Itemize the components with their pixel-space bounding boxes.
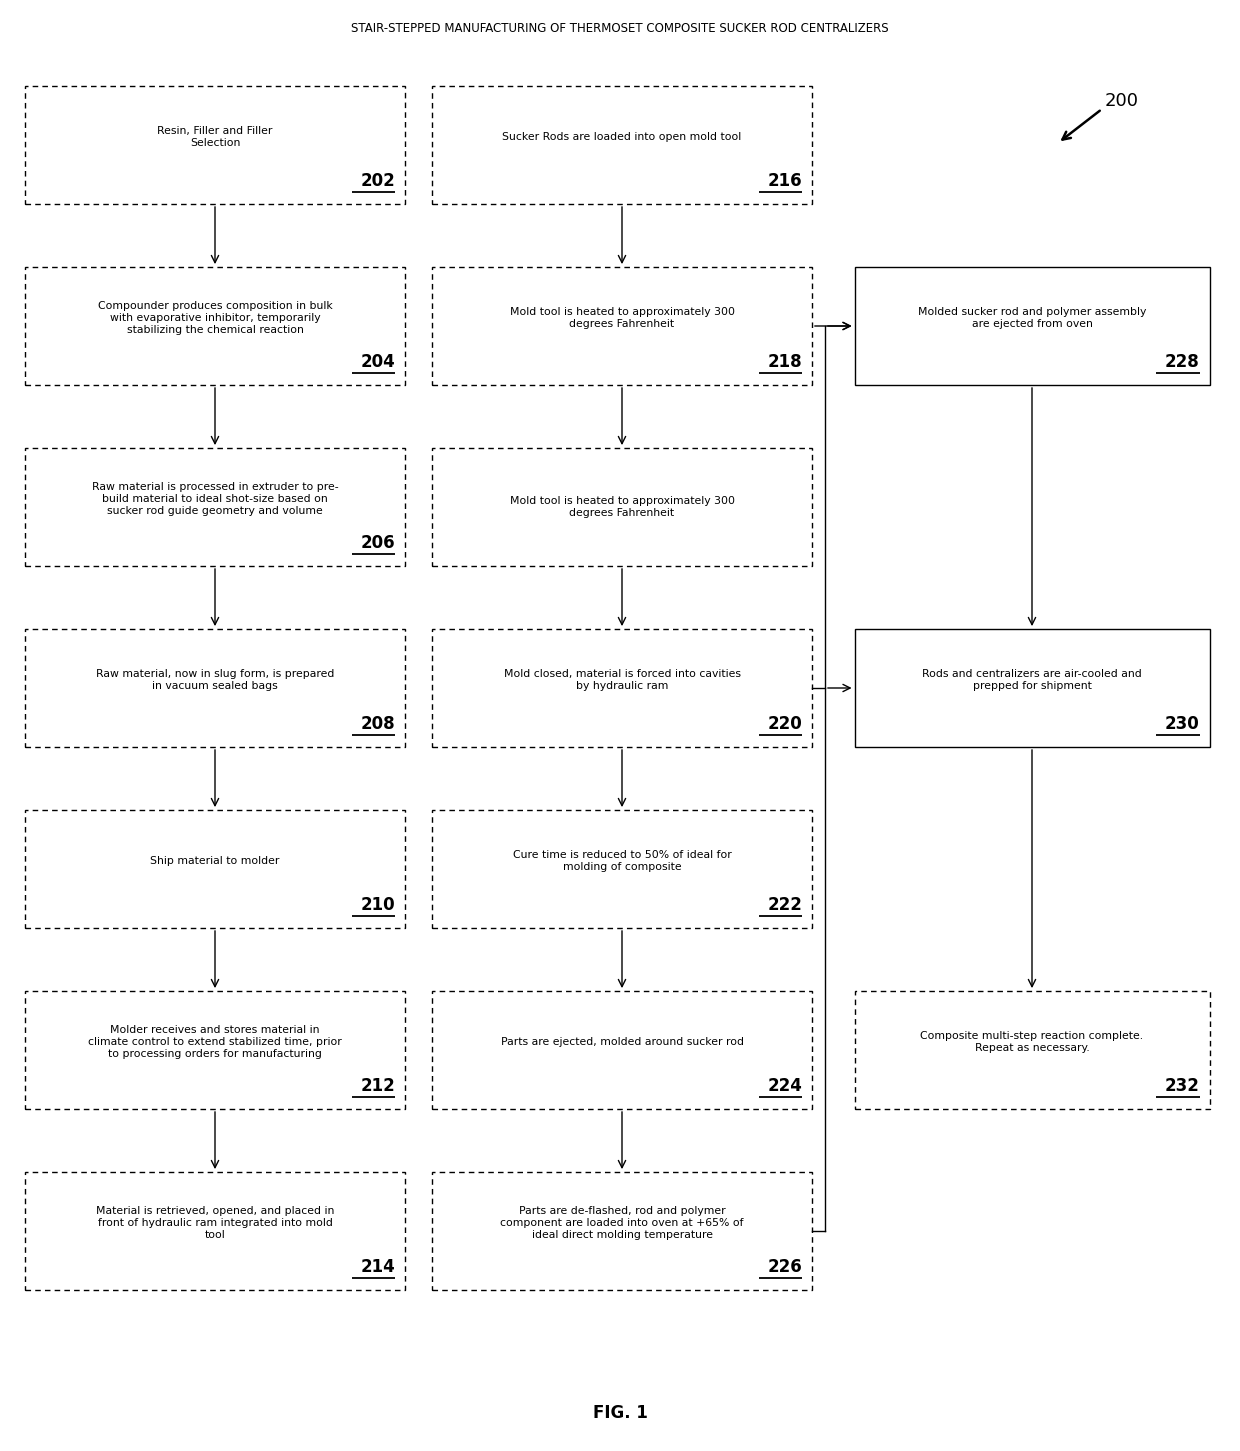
Text: Compounder produces composition in bulk
with evaporative inhibitor, temporarily
: Compounder produces composition in bulk …: [98, 302, 332, 335]
Text: Material is retrieved, opened, and placed in
front of hydraulic ram integrated i: Material is retrieved, opened, and place…: [95, 1206, 335, 1239]
Text: 214: 214: [361, 1258, 396, 1275]
Text: Composite multi-step reaction complete.
Repeat as necessary.: Composite multi-step reaction complete. …: [920, 1032, 1143, 1053]
Text: STAIR-STEPPED MANUFACTURING OF THERMOSET COMPOSITE SUCKER ROD CENTRALIZERS: STAIR-STEPPED MANUFACTURING OF THERMOSET…: [351, 23, 889, 35]
Text: Parts are de-flashed, rod and polymer
component are loaded into oven at +65% of
: Parts are de-flashed, rod and polymer co…: [500, 1206, 744, 1239]
Text: Molder receives and stores material in
climate control to extend stabilized time: Molder receives and stores material in c…: [88, 1026, 342, 1059]
Bar: [25, 810, 405, 929]
Text: 212: 212: [361, 1077, 396, 1096]
Text: 218: 218: [768, 353, 802, 371]
Text: Resin, Filler and Filler
Selection: Resin, Filler and Filler Selection: [157, 126, 273, 148]
Bar: [432, 448, 812, 566]
Bar: [432, 86, 812, 205]
Text: Mold tool is heated to approximately 300
degrees Fahrenheit: Mold tool is heated to approximately 300…: [510, 496, 734, 518]
Text: 222: 222: [768, 897, 802, 914]
Text: 232: 232: [1164, 1077, 1199, 1096]
Text: Cure time is reduced to 50% of ideal for
molding of composite: Cure time is reduced to 50% of ideal for…: [512, 850, 732, 872]
Text: Molded sucker rod and polymer assembly
are ejected from oven: Molded sucker rod and polymer assembly a…: [918, 308, 1146, 329]
Text: Raw material is processed in extruder to pre-
build material to ideal shot-size : Raw material is processed in extruder to…: [92, 482, 339, 515]
Text: 226: 226: [768, 1258, 802, 1275]
Bar: [432, 810, 812, 929]
Text: Parts are ejected, molded around sucker rod: Parts are ejected, molded around sucker …: [501, 1037, 744, 1048]
Text: 208: 208: [361, 715, 396, 733]
Bar: [25, 86, 405, 205]
Text: 206: 206: [361, 534, 396, 551]
Bar: [432, 628, 812, 747]
Text: 216: 216: [768, 173, 802, 190]
Text: 228: 228: [1164, 353, 1199, 371]
Text: 224: 224: [768, 1077, 802, 1096]
Text: FIG. 1: FIG. 1: [593, 1405, 647, 1422]
Bar: [432, 991, 812, 1109]
Bar: [432, 267, 812, 385]
Bar: [25, 991, 405, 1109]
Bar: [25, 1172, 405, 1290]
Text: 210: 210: [361, 897, 396, 914]
Text: Raw material, now in slug form, is prepared
in vacuum sealed bags: Raw material, now in slug form, is prepa…: [95, 669, 335, 691]
Text: 202: 202: [361, 173, 396, 190]
Text: 220: 220: [768, 715, 802, 733]
Text: Mold closed, material is forced into cavities
by hydraulic ram: Mold closed, material is forced into cav…: [503, 669, 740, 691]
Text: Ship material to molder: Ship material to molder: [150, 856, 280, 866]
Bar: [25, 267, 405, 385]
Text: Mold tool is heated to approximately 300
degrees Fahrenheit: Mold tool is heated to approximately 300…: [510, 308, 734, 329]
Bar: [432, 1172, 812, 1290]
Bar: [854, 267, 1209, 385]
Text: 204: 204: [361, 353, 396, 371]
Bar: [854, 991, 1209, 1109]
Bar: [25, 628, 405, 747]
Bar: [854, 628, 1209, 747]
Text: 200: 200: [1105, 91, 1140, 110]
Text: Sucker Rods are loaded into open mold tool: Sucker Rods are loaded into open mold to…: [502, 132, 742, 142]
Bar: [25, 448, 405, 566]
Text: Rods and centralizers are air-cooled and
prepped for shipment: Rods and centralizers are air-cooled and…: [923, 669, 1142, 691]
Text: 230: 230: [1164, 715, 1199, 733]
